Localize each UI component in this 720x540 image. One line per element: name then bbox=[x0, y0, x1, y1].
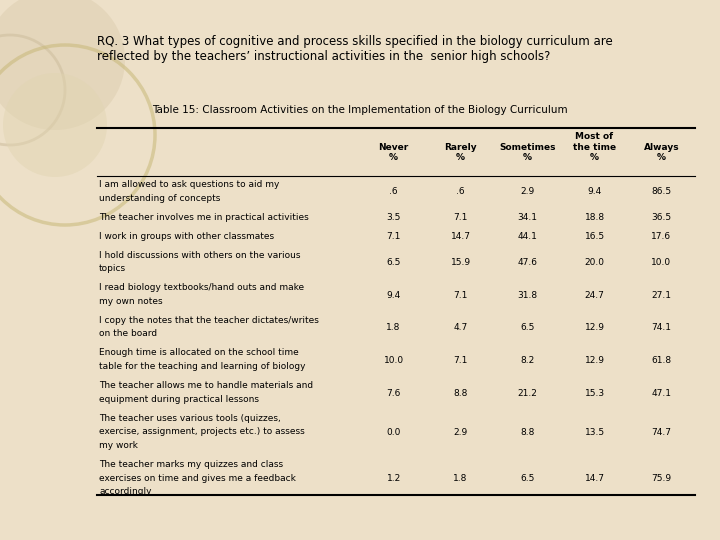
Text: I read biology textbooks/hand outs and make: I read biology textbooks/hand outs and m… bbox=[99, 283, 304, 292]
Text: 47.1: 47.1 bbox=[652, 389, 672, 397]
Text: Rarely: Rarely bbox=[444, 143, 477, 152]
Text: 6.5: 6.5 bbox=[521, 474, 535, 483]
Text: 61.8: 61.8 bbox=[652, 356, 672, 365]
Text: exercise, assignment, projects etc.) to assess: exercise, assignment, projects etc.) to … bbox=[99, 427, 305, 436]
Text: 1.8: 1.8 bbox=[454, 474, 468, 483]
Text: 10.0: 10.0 bbox=[384, 356, 404, 365]
Text: 6.5: 6.5 bbox=[387, 258, 401, 267]
Text: 9.4: 9.4 bbox=[588, 187, 602, 197]
Text: The teacher uses various tools (quizzes,: The teacher uses various tools (quizzes, bbox=[99, 414, 281, 423]
Text: 47.6: 47.6 bbox=[518, 258, 538, 267]
Text: 16.5: 16.5 bbox=[585, 232, 605, 241]
Text: The teacher involves me in practical activities: The teacher involves me in practical act… bbox=[99, 213, 309, 222]
Text: 18.8: 18.8 bbox=[585, 213, 605, 222]
Text: 27.1: 27.1 bbox=[652, 291, 672, 300]
Text: understanding of concepts: understanding of concepts bbox=[99, 193, 220, 202]
Text: 6.5: 6.5 bbox=[521, 323, 535, 332]
Text: 2.9: 2.9 bbox=[521, 187, 535, 197]
Text: 74.7: 74.7 bbox=[652, 428, 672, 437]
Text: The teacher allows me to handle materials and: The teacher allows me to handle material… bbox=[99, 381, 313, 390]
Text: The teacher marks my quizzes and class: The teacher marks my quizzes and class bbox=[99, 460, 283, 469]
Text: 7.1: 7.1 bbox=[454, 356, 468, 365]
Text: 15.9: 15.9 bbox=[451, 258, 471, 267]
Text: 8.8: 8.8 bbox=[454, 389, 468, 397]
Text: %: % bbox=[657, 153, 666, 163]
Text: 0.0: 0.0 bbox=[387, 428, 401, 437]
Text: %: % bbox=[590, 153, 599, 163]
Text: .6: .6 bbox=[390, 187, 398, 197]
Text: 2.9: 2.9 bbox=[454, 428, 468, 437]
Text: RQ. 3 What types of cognitive and process skills specified in the biology curric: RQ. 3 What types of cognitive and proces… bbox=[97, 35, 613, 63]
Text: 7.1: 7.1 bbox=[454, 291, 468, 300]
Text: 12.9: 12.9 bbox=[585, 356, 605, 365]
Text: 7.1: 7.1 bbox=[387, 232, 401, 241]
Text: 14.7: 14.7 bbox=[451, 232, 471, 241]
Text: %: % bbox=[456, 153, 465, 163]
Text: Most of: Most of bbox=[575, 132, 613, 140]
Text: Enough time is allocated on the school time: Enough time is allocated on the school t… bbox=[99, 348, 299, 357]
Text: 8.2: 8.2 bbox=[521, 356, 535, 365]
Text: 14.7: 14.7 bbox=[585, 474, 605, 483]
Text: 3.5: 3.5 bbox=[387, 213, 401, 222]
Text: 1.8: 1.8 bbox=[387, 323, 401, 332]
Text: 7.6: 7.6 bbox=[387, 389, 401, 397]
Text: Table 15: Classroom Activities on the Implementation of the Biology Curriculum: Table 15: Classroom Activities on the Im… bbox=[152, 105, 568, 115]
Text: 17.6: 17.6 bbox=[652, 232, 672, 241]
Text: I hold discussions with others on the various: I hold discussions with others on the va… bbox=[99, 251, 300, 260]
Text: 31.8: 31.8 bbox=[518, 291, 538, 300]
Text: 12.9: 12.9 bbox=[585, 323, 605, 332]
Text: 4.7: 4.7 bbox=[454, 323, 468, 332]
Text: on the board: on the board bbox=[99, 329, 157, 339]
Text: 10.0: 10.0 bbox=[652, 258, 672, 267]
Text: topics: topics bbox=[99, 264, 126, 273]
Text: I copy the notes that the teacher dictates/writes: I copy the notes that the teacher dictat… bbox=[99, 316, 319, 325]
Text: exercises on time and gives me a feedback: exercises on time and gives me a feedbac… bbox=[99, 474, 296, 483]
Text: Never: Never bbox=[379, 143, 409, 152]
Text: 15.3: 15.3 bbox=[585, 389, 605, 397]
Text: my own notes: my own notes bbox=[99, 297, 163, 306]
Text: 21.2: 21.2 bbox=[518, 389, 538, 397]
Text: 8.8: 8.8 bbox=[521, 428, 535, 437]
Text: 34.1: 34.1 bbox=[518, 213, 538, 222]
Ellipse shape bbox=[3, 73, 107, 177]
Text: the time: the time bbox=[573, 143, 616, 152]
Text: 13.5: 13.5 bbox=[585, 428, 605, 437]
Text: Always: Always bbox=[644, 143, 680, 152]
Text: 1.2: 1.2 bbox=[387, 474, 401, 483]
Text: 86.5: 86.5 bbox=[652, 187, 672, 197]
Text: 44.1: 44.1 bbox=[518, 232, 538, 241]
Text: %: % bbox=[523, 153, 532, 163]
Text: equipment during practical lessons: equipment during practical lessons bbox=[99, 395, 259, 404]
Text: 75.9: 75.9 bbox=[652, 474, 672, 483]
Text: %: % bbox=[389, 153, 398, 163]
Ellipse shape bbox=[0, 0, 125, 130]
Text: I work in groups with other classmates: I work in groups with other classmates bbox=[99, 232, 274, 241]
Text: 9.4: 9.4 bbox=[387, 291, 401, 300]
Text: 20.0: 20.0 bbox=[585, 258, 605, 267]
Text: 36.5: 36.5 bbox=[652, 213, 672, 222]
Text: accordingly: accordingly bbox=[99, 487, 151, 496]
Text: .6: .6 bbox=[456, 187, 465, 197]
Text: 74.1: 74.1 bbox=[652, 323, 672, 332]
Text: 7.1: 7.1 bbox=[454, 213, 468, 222]
Text: I am allowed to ask questions to aid my: I am allowed to ask questions to aid my bbox=[99, 180, 279, 189]
Text: Sometimes: Sometimes bbox=[499, 143, 556, 152]
Text: my work: my work bbox=[99, 441, 138, 450]
Text: 24.7: 24.7 bbox=[585, 291, 605, 300]
Text: table for the teaching and learning of biology: table for the teaching and learning of b… bbox=[99, 362, 305, 371]
